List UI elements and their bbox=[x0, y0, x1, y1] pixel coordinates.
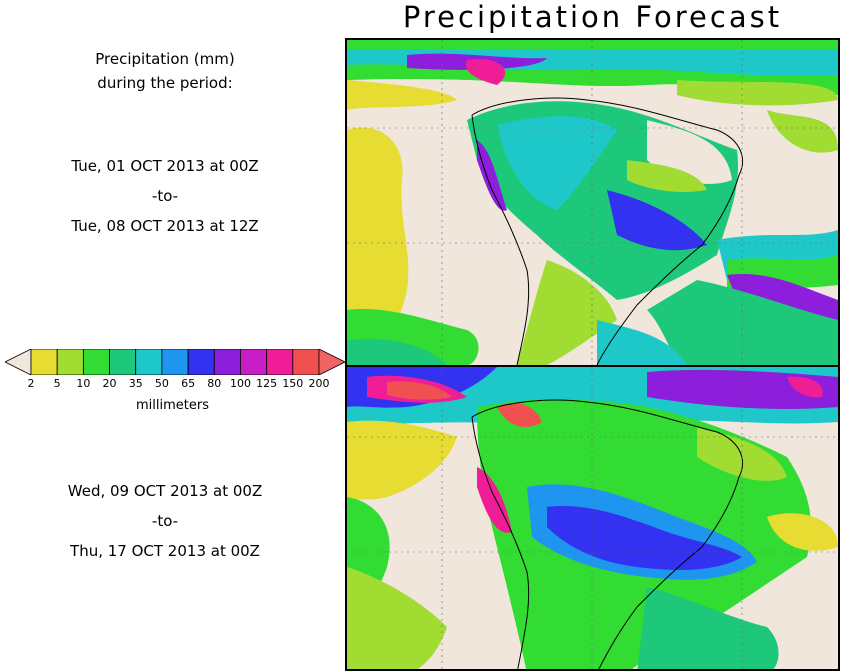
color-legend bbox=[5, 349, 345, 375]
period-heading-line2: during the period: bbox=[97, 74, 233, 92]
legend-tick-label: 65 bbox=[181, 377, 196, 390]
map-panel-period1 bbox=[345, 38, 840, 367]
legend-cell bbox=[161, 349, 189, 375]
period1-text: Tue, 01 OCT 2013 at 00Z -to- Tue, 08 OCT… bbox=[0, 151, 330, 241]
legend-tick-label: 50 bbox=[154, 377, 169, 390]
period2-sep: -to- bbox=[151, 512, 179, 530]
period2-to: Thu, 17 OCT 2013 at 00Z bbox=[70, 542, 260, 560]
legend-cell bbox=[266, 349, 294, 375]
legend-cell bbox=[56, 349, 84, 375]
legend-tick-label: 20 bbox=[102, 377, 117, 390]
period1-to: Tue, 08 OCT 2013 at 12Z bbox=[71, 217, 259, 235]
legend-tick-label: 5 bbox=[53, 377, 61, 390]
map-panel-period2 bbox=[345, 365, 840, 671]
legend-tick-label: 150 bbox=[282, 377, 304, 390]
legend-cell bbox=[240, 349, 268, 375]
precip-map-1 bbox=[347, 40, 838, 365]
legend-tick-label: 2 bbox=[27, 377, 35, 390]
legend-cell bbox=[292, 349, 320, 375]
legend-tick-labels: 2 5 10 20 35 50 65 80 100 125 150 200 bbox=[0, 377, 345, 391]
legend-cell bbox=[82, 349, 110, 375]
legend-arrow-high bbox=[318, 349, 345, 375]
period-heading-line1: Precipitation (mm) bbox=[95, 50, 235, 68]
period1-sep: -to- bbox=[151, 187, 179, 205]
chart-title: Precipitation Forecast bbox=[402, 0, 783, 34]
legend-tick-label: 125 bbox=[256, 377, 278, 390]
legend-cell bbox=[213, 349, 241, 375]
period2-text: Wed, 09 OCT 2013 at 00Z -to- Thu, 17 OCT… bbox=[0, 476, 330, 566]
legend-cell bbox=[187, 349, 215, 375]
legend-cells bbox=[5, 349, 345, 375]
legend-cell bbox=[135, 349, 163, 375]
legend-cell bbox=[109, 349, 137, 375]
legend-cell bbox=[30, 349, 58, 375]
legend-tick-label: 35 bbox=[128, 377, 143, 390]
period-heading: Precipitation (mm) during the period: bbox=[0, 47, 330, 95]
precip-map-2 bbox=[347, 367, 838, 669]
legend-unit: millimeters bbox=[136, 398, 209, 413]
legend-tick-label: 80 bbox=[207, 377, 222, 390]
period1-from: Tue, 01 OCT 2013 at 00Z bbox=[71, 157, 259, 175]
legend-tick-label: 10 bbox=[76, 377, 91, 390]
legend-tick-label: 200 bbox=[308, 377, 330, 390]
legend-tick-label: 100 bbox=[229, 377, 251, 390]
period2-from: Wed, 09 OCT 2013 at 00Z bbox=[67, 482, 263, 500]
legend-arrow-low bbox=[5, 349, 32, 375]
